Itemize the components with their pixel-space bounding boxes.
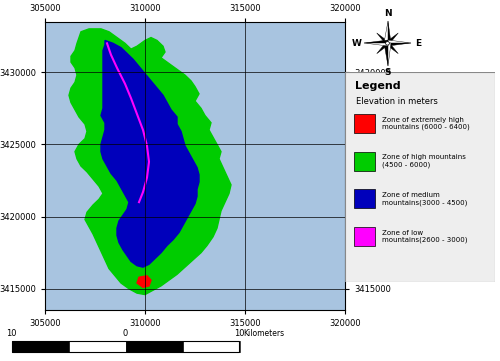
Bar [12,341,239,352]
Text: W: W [352,39,362,48]
Polygon shape [376,42,389,54]
Text: Zone of medium
mountains(3000 - 4500): Zone of medium mountains(3000 - 4500) [382,192,468,206]
Text: 10: 10 [234,329,244,338]
Bar [354,114,375,133]
Bar [354,227,375,246]
Polygon shape [364,43,388,47]
Text: S: S [384,68,391,77]
Bar [68,341,126,352]
Text: E: E [415,39,421,48]
Polygon shape [388,43,411,47]
Polygon shape [386,42,398,54]
Text: Zone of high mountains
(4500 - 6000): Zone of high mountains (4500 - 6000) [382,155,466,168]
Text: Kilometers: Kilometers [243,329,284,338]
Text: Zone of extremely high
mountains (6000 - 6400): Zone of extremely high mountains (6000 -… [382,117,470,130]
Polygon shape [69,29,231,295]
Bar [126,341,182,352]
Polygon shape [376,33,389,45]
Polygon shape [386,33,398,45]
Text: Zone of low
mountains(2600 - 3000): Zone of low mountains(2600 - 3000) [382,230,468,243]
Polygon shape [137,276,151,287]
Text: 0: 0 [123,329,128,338]
Polygon shape [101,40,199,267]
Bar [354,190,375,208]
Polygon shape [384,21,388,43]
Polygon shape [388,43,391,66]
Polygon shape [388,40,411,43]
Bar [354,152,375,171]
Circle shape [386,42,390,45]
Polygon shape [364,40,388,43]
Polygon shape [384,43,388,66]
Polygon shape [388,21,391,43]
Bar [182,341,240,352]
Text: 10: 10 [6,329,17,338]
Text: Legend: Legend [356,81,401,91]
Text: Elevation in meters: Elevation in meters [356,97,438,106]
Bar [12,341,68,352]
Text: N: N [384,9,392,18]
